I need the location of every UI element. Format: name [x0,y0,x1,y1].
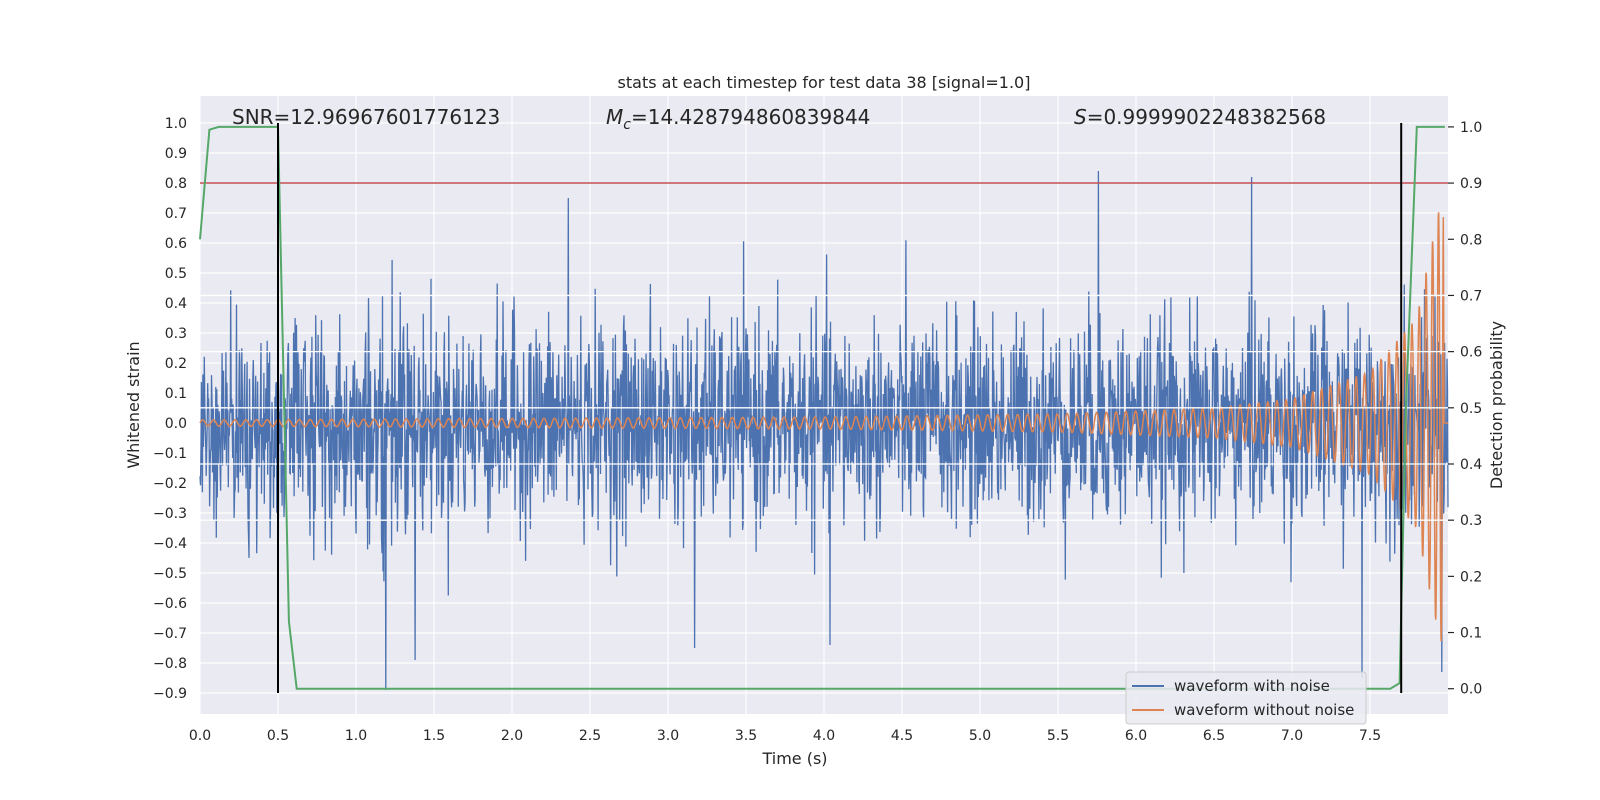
x-tick-label-14: 7.0 [1281,728,1303,744]
x-tick-label-6: 3.0 [657,728,679,744]
y-right-tick-label-2: 0.8 [1460,232,1482,248]
x-tick-label-1: 0.5 [267,728,289,744]
vertical-markers [277,123,1403,693]
y-tick-label-12: −0.2 [153,476,187,492]
detection-probability-line [199,125,1445,690]
series-waveform-without-noise [199,212,1448,642]
y-tick-label-16: −0.6 [153,596,187,612]
y-tick-label-10: 0.0 [165,416,187,432]
y-right-tick-label-7: 0.3 [1460,513,1482,529]
y-right-tick-label-1: 0.9 [1460,176,1482,192]
score-annotation: S=0.9999902248382568 [1074,105,1326,129]
x-tick-label-5: 2.5 [579,728,601,744]
y-tick-label-0: 1.0 [165,116,187,132]
y-tick-label-4: 0.6 [165,236,187,252]
y-right-tick-label-9: 0.1 [1460,626,1482,642]
y-right-axis-label: Detection probability [1487,321,1506,489]
x-tick-label-4: 2.0 [501,728,523,744]
y-tick-label-3: 0.7 [165,206,187,222]
x-tick-label-15: 7.5 [1359,728,1381,744]
series-waveform-with-noise [199,170,1449,691]
legend: waveform with noise waveform without noi… [1125,671,1367,725]
x-tick-label-8: 4.0 [813,728,835,744]
chirp-mass-subscript: c [623,117,631,133]
y-axis-label: Whitened strain [124,341,143,468]
y-axis-ticks: 1.0 0.9 0.8 0.7 0.6 0.5 0.4 0.3 0.2 0.1 0.0 −0.1 −0.… [153,116,187,702]
x-tick-label-13: 6.5 [1203,728,1225,744]
x-tick-label-3: 1.5 [423,728,445,744]
y-tick-label-15: −0.5 [153,566,187,582]
x-tick-label-7: 3.5 [735,728,757,744]
y-tick-label-6: 0.4 [165,296,187,312]
y-tick-label-5: 0.5 [165,266,187,282]
y-tick-label-2: 0.8 [165,176,187,192]
y-tick-label-8: 0.2 [165,356,187,372]
x-tick-label-2: 1.0 [345,728,367,744]
y-tick-label-1: 0.9 [165,146,187,162]
horizontal-lines [200,182,1448,521]
chart-title: stats at each timestep for test data 38 … [618,73,1031,92]
y-right-tick-label-0: 1.0 [1460,120,1482,136]
y-tick-label-9: 0.1 [165,386,187,402]
clean-waveform-line [199,212,1448,642]
noisy-waveform-line [199,170,1449,691]
chirp-mass-symbol: M [606,105,623,129]
y-right-tick-label-5: 0.5 [1460,401,1482,417]
y-tick-label-7: 0.3 [165,326,187,342]
y-tick-label-11: −0.1 [153,446,187,462]
legend-label-noisy: waveform with noise [1174,677,1330,695]
chirp-mass-value: =14.428794860839844 [631,105,870,129]
score-symbol: S [1074,105,1087,129]
y-right-tick-label-10: 0.0 [1460,682,1482,698]
y-right-tick-label-3: 0.7 [1460,288,1482,304]
y-right-tick-label-8: 0.2 [1460,569,1482,585]
y-right-tick-label-4: 0.6 [1460,345,1482,361]
y-tick-label-19: −0.9 [153,686,187,702]
chirp-mass-annotation: Mc=14.428794860839844 [606,105,870,133]
score-value: =0.9999902248382568 [1087,105,1326,129]
legend-box [1125,671,1367,725]
y-tick-label-14: −0.4 [153,536,187,552]
x-tick-label-12: 6.0 [1125,728,1147,744]
x-tick-label-10: 5.0 [969,728,991,744]
x-tick-label-0: 0.0 [189,728,211,744]
series-detection-probability [199,125,1445,690]
y-tick-label-13: −0.3 [153,506,187,522]
y-tick-label-17: −0.7 [153,626,187,642]
x-tick-label-9: 4.5 [891,728,913,744]
y-right-tick-label-6: 0.4 [1460,457,1482,473]
x-tick-label-11: 5.5 [1047,728,1069,744]
y-right-axis-ticks: 1.0 0.9 0.8 0.7 0.6 0.5 0.4 0.3 0.2 0.1 0.0 [1448,120,1482,698]
x-axis-ticks: 0.0 0.5 1.0 1.5 2.0 2.5 3.0 3.5 4.0 4.5 5.0 5.5 6.0 6… [189,728,1381,744]
y-tick-label-18: −0.8 [153,656,187,672]
snr-annotation: SNR=12.96967601776123 [232,105,500,129]
legend-label-clean: waveform without noise [1174,701,1354,719]
x-axis-label: Time (s) [761,749,827,768]
